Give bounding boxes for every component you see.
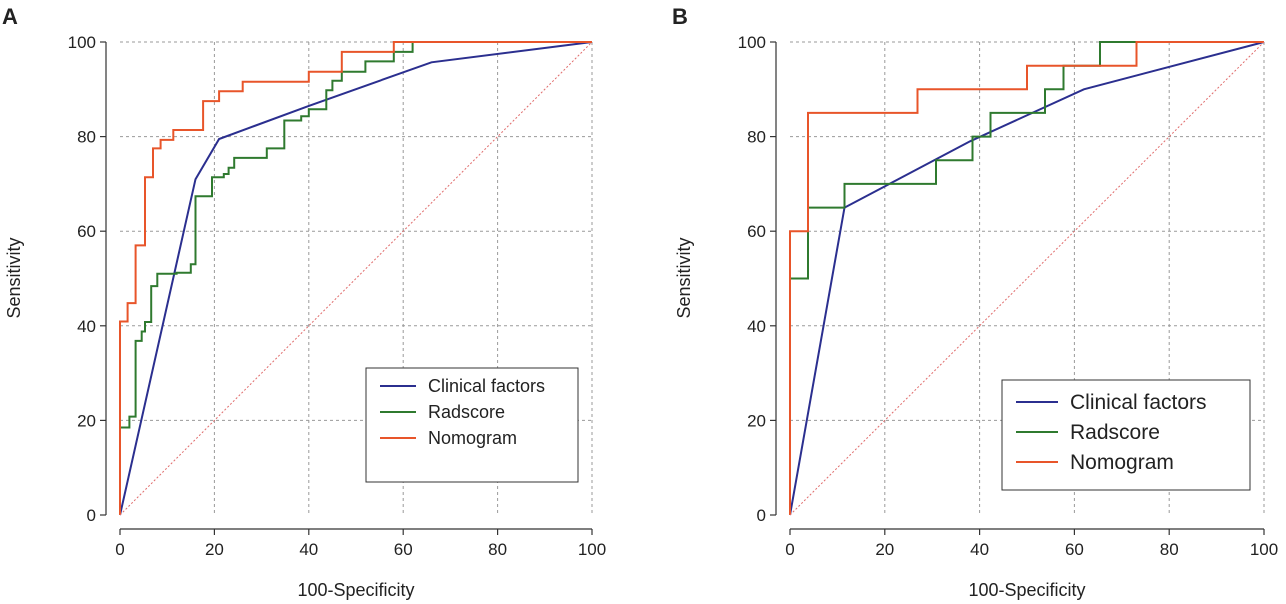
panel-b-y-tick-label: 60 <box>747 222 766 241</box>
panel-a-y-tick-label: 80 <box>77 128 96 147</box>
panel-a-legend-label-clinical: Clinical factors <box>428 376 545 396</box>
panel-a-y-tick-label: 20 <box>77 411 96 430</box>
panel-a-series-nomogram-curve <box>119 41 592 515</box>
panel-b-x-tick-label: 20 <box>875 540 894 559</box>
panel-a-x-tick-label: 80 <box>488 540 507 559</box>
panel-b-x-tick-label: 0 <box>785 540 794 559</box>
panel-b-x-tick-label: 100 <box>1250 540 1278 559</box>
panel-a-x-tick-label: 60 <box>394 540 413 559</box>
panel-b-x-tick-label: 80 <box>1160 540 1179 559</box>
panel-a-x-tick-label: 40 <box>299 540 318 559</box>
panel-a-series-reference-diagonal-line <box>119 41 593 516</box>
panel-b-axes <box>770 41 1265 535</box>
panel-a-y-axis-title: Sensitivity <box>4 237 24 318</box>
panel-a-x-axis-title: 100-Specificity <box>297 580 414 600</box>
panel-a-x-tick-label: 0 <box>115 540 124 559</box>
panel-b-roc-chart: B 0 20 40 60 80 100 0 20 40 60 80 100 100-Specifici… <box>672 4 1278 600</box>
panel-a-legend: Clinical factors Radscore Nomogram <box>365 367 579 483</box>
panel-b-letter: B <box>672 4 688 29</box>
panel-b-legend: Clinical factors Radscore Nomogram <box>1001 379 1251 491</box>
panel-b-y-tick-label: 80 <box>747 128 766 147</box>
panel-b-y-tick-label: 100 <box>738 33 766 52</box>
panel-a-y-tick-label: 60 <box>77 222 96 241</box>
panel-b-grid <box>790 41 1265 515</box>
panel-a-axes <box>100 41 593 535</box>
panel-a-legend-box <box>365 367 579 483</box>
panel-b-x-axis-title: 100-Specificity <box>968 580 1085 600</box>
panel-a-x-tick-label: 20 <box>205 540 224 559</box>
panel-b-x-tick-label: 60 <box>1065 540 1084 559</box>
panel-a-y-tick-label: 0 <box>87 506 96 525</box>
panel-a-grid <box>120 41 593 515</box>
panel-a-tick-labels: 0 20 40 60 80 100 0 20 40 60 80 100 <box>68 33 607 559</box>
panel-b-legend-label-nomogram: Nomogram <box>1070 451 1174 474</box>
panel-b-x-tick-label: 40 <box>970 540 989 559</box>
panel-a-series-radscore-curve <box>119 41 592 515</box>
panel-a-series-clinical-factors-curve <box>119 41 593 516</box>
panel-a-roc-chart: A 0 20 40 60 80 100 0 20 40 60 80 100 100-Specifici… <box>2 4 606 600</box>
panel-b-series-nomogram-curve <box>789 41 1264 515</box>
panel-b-legend-box <box>1001 379 1251 491</box>
panel-a-x-tick-label: 100 <box>578 540 606 559</box>
panel-b-y-tick-label: 40 <box>747 317 766 336</box>
panel-a-curves <box>119 41 593 516</box>
panel-a-y-tick-label: 40 <box>77 317 96 336</box>
panel-a-letter: A <box>2 4 18 29</box>
panel-a-y-tick-label: 100 <box>68 33 96 52</box>
panel-b-y-axis-title: Sensitivity <box>674 237 694 318</box>
panel-b-tick-labels: 0 20 40 60 80 100 0 20 40 60 80 100 <box>738 33 1279 559</box>
panel-b-curves <box>789 41 1265 516</box>
panel-b-y-tick-label: 0 <box>757 506 766 525</box>
panel-b-y-tick-label: 20 <box>747 411 766 430</box>
panel-b-legend-label-clinical: Clinical factors <box>1070 391 1207 414</box>
panel-b-legend-label-radscore: Radscore <box>1070 421 1160 444</box>
panel-a-legend-label-radscore: Radscore <box>428 402 505 422</box>
panel-a-legend-label-nomogram: Nomogram <box>428 428 517 448</box>
panel-b-series-clinical-factors-curve <box>789 41 1265 516</box>
